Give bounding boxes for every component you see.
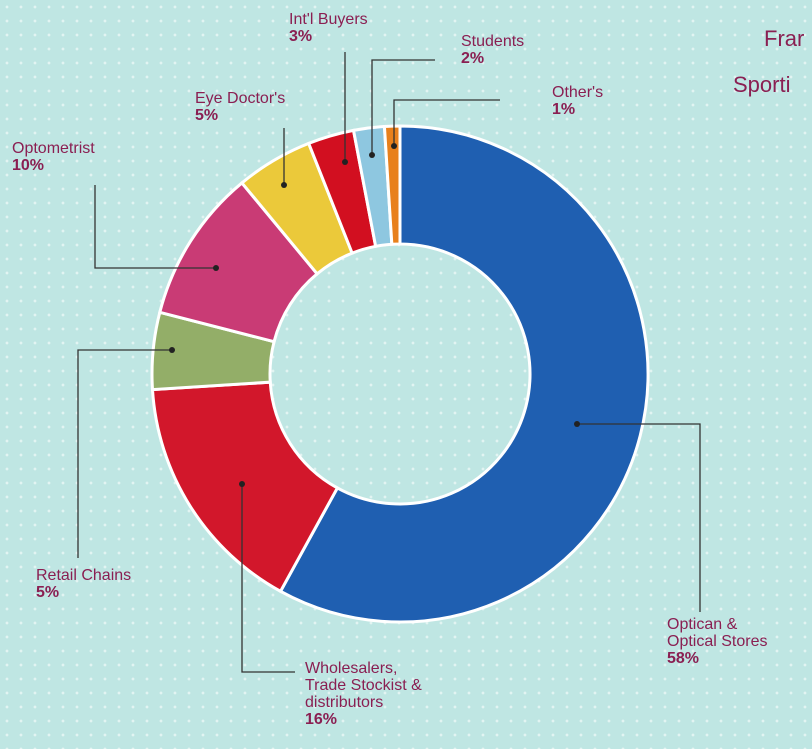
- slice-label-2: Retail Chains 5%: [36, 567, 131, 601]
- slice-label-0: Optican & Optical Stores 58%: [667, 616, 767, 667]
- corner-text-1: Frar: [764, 26, 805, 51]
- slice-label-name: Other's: [552, 84, 604, 101]
- slice-label-3: Optometrist 10%: [12, 140, 95, 174]
- slice-1: [150, 380, 340, 594]
- slice-label-7: Other's 1%: [552, 84, 603, 118]
- slice-label-percent: 10%: [12, 157, 45, 174]
- leader-dot-1: [239, 481, 245, 487]
- leader-dot-6: [369, 152, 375, 158]
- slice-label-percent: 2%: [461, 50, 485, 67]
- slice-label-percent: 5%: [195, 107, 219, 124]
- leader-dot-7: [391, 143, 397, 149]
- slice-label-name: Students: [461, 33, 525, 50]
- slice-label-percent: 16%: [305, 711, 338, 728]
- slice-0: [278, 124, 650, 624]
- leader-dot-5: [342, 159, 348, 165]
- slice-label-percent: 3%: [289, 28, 313, 45]
- leader-dot-3: [213, 265, 219, 271]
- slice-label-percent: 1%: [552, 101, 576, 118]
- slice-label-name: Optometrist: [12, 140, 95, 157]
- slice-label-name: Wholesalers, Trade Stockist & distributo…: [305, 660, 422, 711]
- leader-line-7: [393, 99, 500, 146]
- slice-label-percent: 58%: [667, 650, 700, 667]
- leader-line-1: [241, 484, 295, 673]
- slice-7: [382, 124, 402, 246]
- leader-line-3: [94, 185, 216, 269]
- leader-dot-4: [281, 182, 287, 188]
- slice-label-1: Wholesalers, Trade Stockist & distributo…: [305, 660, 422, 728]
- slice-label-name: Retail Chains: [36, 567, 132, 584]
- leader-dot-2: [169, 347, 175, 353]
- corner-text-2: Sporti: [733, 72, 791, 97]
- slice-label-4: Eye Doctor's 5%: [195, 90, 285, 124]
- slice-label-percent: 5%: [36, 584, 60, 601]
- slice-label-name: Eye Doctor's: [195, 90, 286, 107]
- leader-line-2: [77, 349, 172, 558]
- leader-line-6: [371, 59, 435, 155]
- leader-line-0: [577, 423, 701, 612]
- leader-dot-0: [574, 421, 580, 427]
- slice-label-6: Students 2%: [461, 33, 524, 67]
- slice-label-name: Int'l Buyers: [289, 11, 368, 28]
- slice-label-5: Int'l Buyers 3%: [289, 11, 368, 45]
- slice-label-name: Optican & Optical Stores: [667, 616, 768, 650]
